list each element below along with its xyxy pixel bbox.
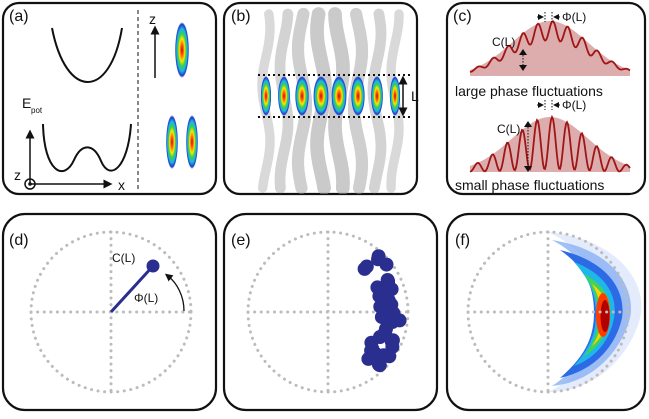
panel-a: (a) E pot z x z (1, 1, 218, 196)
phase-arc (164, 273, 185, 312)
phase-distribution-heatmap (548, 232, 642, 392)
phase-sample-point (361, 351, 376, 366)
panel-c: (c) Φ(L) C(L) large phase fluctuations Φ… (445, 1, 647, 196)
top-phase-label: Φ(L) (562, 10, 586, 24)
small-fluctuations-text: small phase fluctuations (455, 177, 604, 193)
z-axis-out-icon (24, 178, 36, 190)
interference-pattern (257, 7, 404, 194)
panel-b-label: (b) (231, 8, 251, 25)
single-cloud (175, 22, 189, 78)
coherence-vector (109, 264, 155, 314)
double-well-potential (42, 123, 132, 172)
phase-sample-point (359, 259, 374, 274)
fringe-colour-segment (351, 76, 365, 116)
large-fluctuations-text: large phase fluctuations (455, 83, 603, 99)
panel-e: (e) (222, 212, 439, 412)
panel-c-label: (c) (453, 8, 472, 25)
single-well-potential (51, 27, 123, 83)
panel-f-label: (f) (455, 232, 470, 249)
fringe-colour-segment (295, 76, 309, 116)
bottom-envelope (470, 117, 630, 172)
panel-d-label: (d) (9, 232, 29, 249)
phase-sample-point (370, 280, 385, 295)
top-coherence-label: C(L) (492, 35, 515, 49)
panel-f: (f) (445, 212, 647, 412)
phase-label: Φ(L) (134, 291, 158, 305)
phase-scatter (357, 249, 407, 373)
right-cloud (186, 115, 198, 169)
left-cloud (166, 115, 178, 169)
x-axis-label: x (118, 177, 125, 193)
panel-b: L (b) (222, 1, 419, 196)
bottom-coherence-label: C(L) (497, 122, 520, 136)
z-axis-label: z (14, 167, 21, 183)
fringe-colour-segment (370, 76, 384, 116)
phase-sample-point (378, 324, 393, 339)
length-label: L (411, 88, 419, 104)
top-profile-curve (469, 20, 631, 73)
fringe-colour-segment (389, 76, 401, 116)
energy-axis-subscript: pot (31, 106, 43, 115)
bottom-profile-curve (469, 114, 631, 173)
panel-d: C(L) Φ(L) (d) (1, 212, 218, 412)
phase-sample-point (371, 252, 385, 267)
phase-sample-point (373, 299, 388, 314)
panel-e-label: (e) (231, 232, 251, 249)
fringe-colour-segment (313, 76, 329, 116)
phase-sample-point (381, 274, 396, 289)
panel-a-label: (a) (9, 8, 29, 25)
phase-sample-point (383, 310, 398, 325)
top-envelope (470, 21, 630, 76)
energy-axis-label: E (22, 95, 31, 111)
vector-tip (146, 259, 160, 273)
fringe-colour-segment (277, 76, 291, 116)
fringe-colour-segment (260, 76, 272, 116)
coherence-label: C(L) (112, 251, 135, 265)
phase-sample-point (372, 358, 387, 373)
bottom-phase-label: Φ(L) (562, 98, 586, 112)
fringe-colour-segment (331, 76, 347, 116)
phase-sample-point (384, 334, 399, 349)
z-direction-label: z (149, 11, 156, 27)
